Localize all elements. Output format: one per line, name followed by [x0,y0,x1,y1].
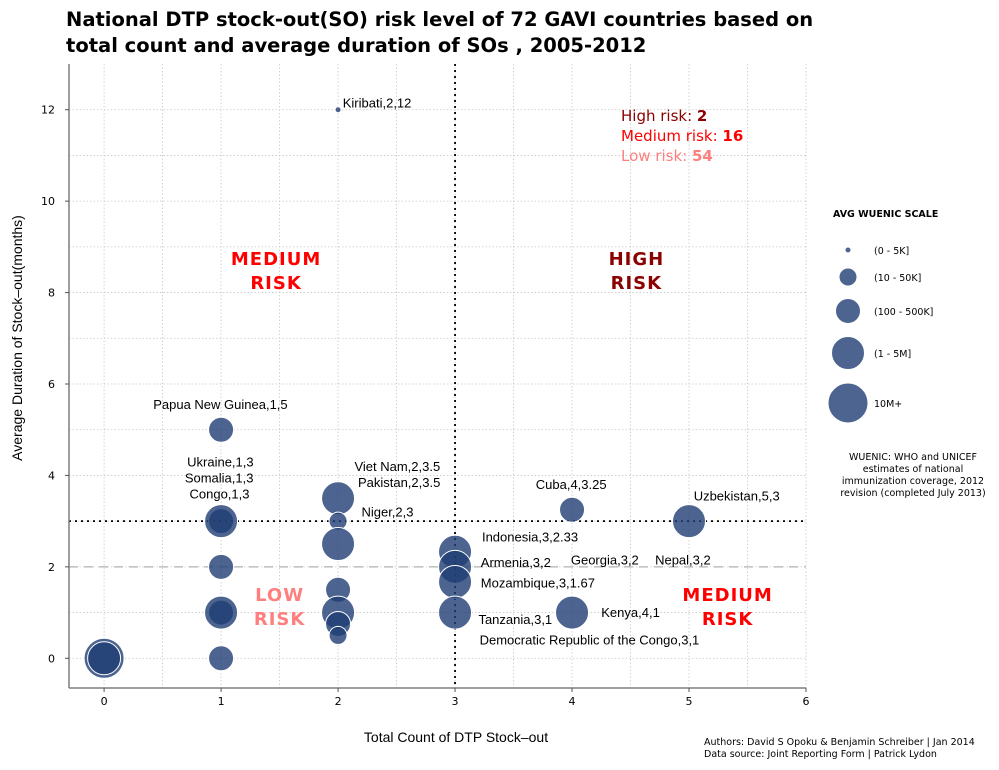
credit-line: Authors: David S Opoku & Benjamin Schrei… [704,737,975,748]
risk-summary-line: Medium risk: 16 [621,127,743,145]
data-point [204,504,239,539]
x-axis-label: Total Count of DTP Stock–out [364,729,548,745]
point-label: Congo,1,3 [189,486,249,501]
threshold-lines [69,64,806,688]
risk-summary-value: 2 [697,107,707,125]
x-tick-label: 3 [452,695,459,708]
chart-title-line-2: total count and average duration of SOs … [66,34,646,57]
data-point [559,496,586,523]
data-point [334,106,342,114]
legend-marker [838,267,858,287]
point-label: Nepal,3,2 [655,553,711,568]
legend-label: 10M+ [874,399,902,410]
risk-summary-line: High risk: 2 [621,107,707,125]
point-label: Niger,2,3 [361,505,413,520]
y-tick-label: 0 [48,652,55,665]
wuenic-note-line: WUENIC: WHO and UNICEF [849,452,977,463]
risk-region-labels: MEDIUM RISK HIGH RISK LOW RISK MEDIUM RISK [231,249,772,630]
point-label: Kiribati,2,12 [343,95,412,110]
y-axis-label: Average Duration of Stock–out(months) [9,215,25,461]
risk-region-label: RISK [254,609,306,630]
risk-region-label: RISK [250,273,302,294]
x-tick-label: 4 [569,695,576,708]
x-tick-label: 6 [803,695,810,708]
data-point [672,504,707,539]
y-tick-label: 10 [41,195,55,208]
wuenic-note-line: immunization coverage, 2012 [842,476,984,487]
risk-region-label: LOW [255,585,304,606]
x-tick-label: 1 [218,695,225,708]
point-label: Uzbekistan,5,3 [694,489,780,504]
legend-marker [827,382,869,424]
data-point [208,416,235,443]
size-legend: AVG WUENIC SCALE (0 - 5K] (10 - 50K] (100 … [827,209,938,424]
credit-line: Data source: Joint Reporting Form | Patr… [704,749,937,760]
wuenic-note-line: estimates of national [863,464,963,475]
point-label: Mozambique,3,1.67 [481,575,595,590]
wuenic-note-line: revision (completed July 2013) [840,488,985,499]
data-point [438,564,473,599]
data-point [87,641,122,676]
risk-region-label: HIGH [609,249,665,270]
data-point [328,625,348,645]
x-tick-label: 0 [101,695,108,708]
credits: Authors: David S Opoku & Benjamin Schrei… [704,737,975,760]
y-tick-label: 2 [48,561,55,574]
legend-label: (0 - 5K] [874,246,909,257]
y-tick-label: 4 [48,469,55,482]
point-label: Cuba,4,3.25 [536,477,607,492]
data-point [208,645,235,672]
legend-label: (1 - 5M] [874,349,911,360]
legend-marker [835,298,861,324]
point-label: Indonesia,3,2.33 [482,530,578,545]
point-label: Democratic Republic of the Congo,3,1 [480,633,700,648]
y-tick-label: 8 [48,287,55,300]
legend-label: (10 - 50K] [874,273,921,284]
data-point [321,527,356,561]
legend-marker [844,246,852,254]
risk-summary-label: Low risk: [621,147,692,165]
point-label: Somalia,1,3 [185,470,254,485]
legend-title: AVG WUENIC SCALE [833,209,938,220]
risk-summary-value: 54 [692,147,713,165]
risk-region-label: MEDIUM [231,249,321,270]
data-point [555,595,590,630]
risk-summary-label: High risk: [621,107,697,125]
risk-region-label: RISK [702,609,754,630]
point-label: Papua New Guinea,1,5 [153,397,287,412]
legend-label: (100 - 500K] [874,307,933,318]
point-label: Kenya,4,1 [601,605,660,620]
y-tick-label: 12 [41,104,55,117]
data-points [83,106,707,679]
point-label: Pakistan,2,3.5 [358,475,440,490]
point-label: Ukraine,1,3 [187,454,253,469]
legend-marker [831,336,865,370]
x-tick-label: 2 [335,695,342,708]
data-point [321,481,356,516]
chart-title: National DTP stock-out(SO) risk level of… [66,8,813,57]
data-point [438,595,473,630]
risk-region-label: RISK [611,273,663,294]
risk-summary: High risk: 2 Medium risk: 16 Low risk: 54 [621,107,743,165]
risk-summary-value: 16 [722,127,743,145]
point-label: Viet Nam,2,3.5 [354,459,440,474]
chart-title-line-1: National DTP stock-out(SO) risk level of… [66,8,813,31]
x-tick-label: 5 [686,695,693,708]
point-label: Armenia,3,2 [481,555,551,570]
risk-summary-label: Medium risk: [621,127,722,145]
point-label: Tanzania,3,1 [478,612,552,627]
point-label: Georgia,3,2 [571,553,639,568]
risk-summary-line: Low risk: 54 [621,147,713,165]
data-point [204,595,239,630]
data-point [208,553,235,580]
risk-region-label: MEDIUM [682,585,772,606]
point-labels: Kiribati,2,12 Papua New Guinea,1,5 Ukraine… [153,95,779,647]
y-tick-label: 6 [48,378,55,391]
